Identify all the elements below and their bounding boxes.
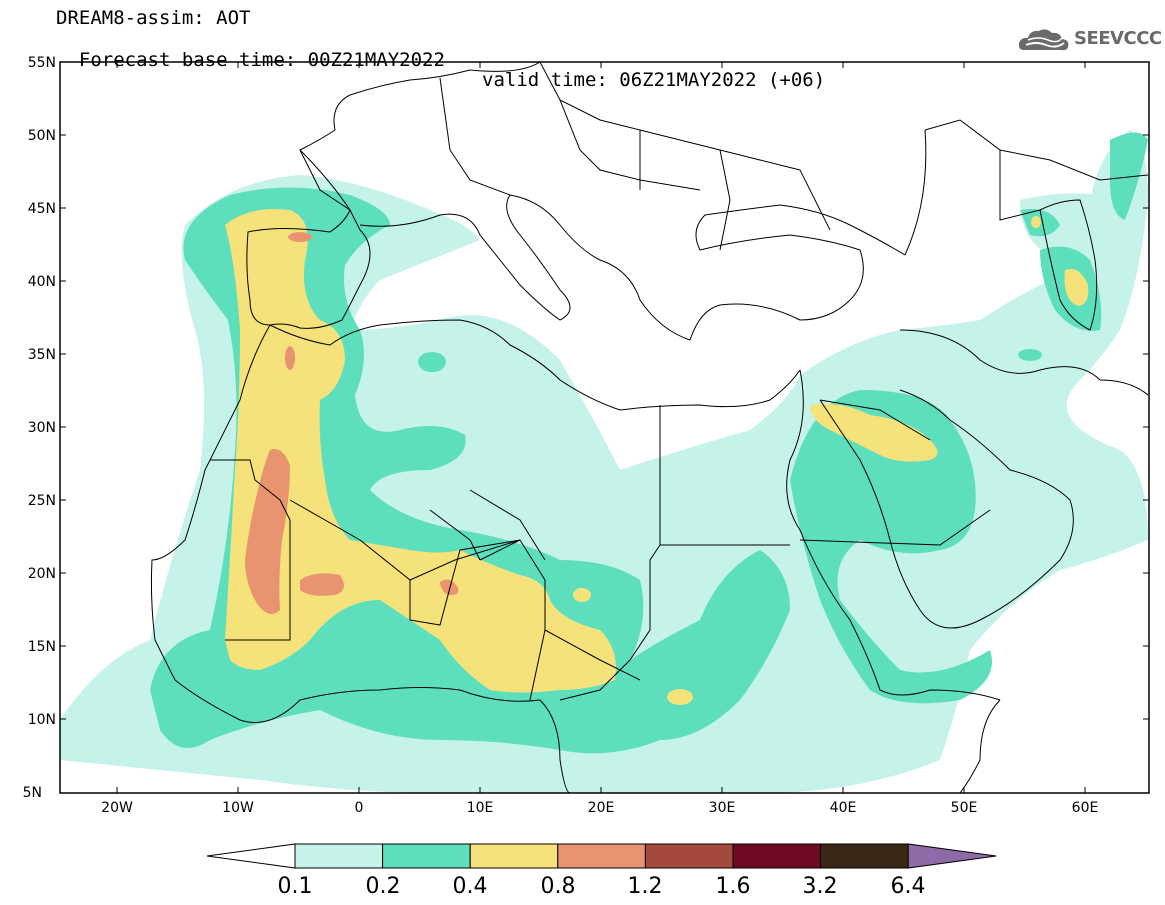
colorbar-label: 6.4 bbox=[891, 874, 926, 899]
colorbar-swatch bbox=[907, 843, 997, 869]
coastlines bbox=[150, 62, 1149, 793]
longitude-labels: 20W 10W 0 10E 20E 30E 40E 50E 60E bbox=[101, 800, 1098, 816]
colorbar-label: 0.8 bbox=[541, 874, 576, 899]
latitude-labels: 55N 50N 45N 40N 35N 30N 25N 20N 15N 10N … bbox=[23, 55, 56, 801]
lat-label: 50N bbox=[28, 128, 56, 144]
colorbar-swatch bbox=[820, 843, 909, 869]
lat-label: 25N bbox=[28, 493, 56, 509]
colorbar-label: 1.2 bbox=[628, 874, 663, 899]
lon-label: 30E bbox=[709, 800, 736, 816]
cloud-logo-icon bbox=[1018, 29, 1069, 51]
longitude-ticks bbox=[116, 62, 1086, 793]
colorbar-label: 3.2 bbox=[803, 874, 838, 899]
lat-label: 40N bbox=[28, 274, 56, 290]
lon-label: 10W bbox=[222, 800, 254, 816]
map-title: DREAM8-assim: AOT bbox=[56, 7, 251, 29]
base-time-label: Forecast base time: 00Z21MAY2022 bbox=[78, 49, 445, 71]
colorbar-label: 1.6 bbox=[716, 874, 751, 899]
colorbar-swatches bbox=[206, 843, 997, 869]
lat-label: 5N bbox=[23, 785, 42, 801]
logo-text: SEEVCCC bbox=[1074, 28, 1162, 49]
colorbar-swatch bbox=[382, 843, 471, 869]
aot-class-0.8-1.2 bbox=[245, 232, 459, 614]
lon-label: 0 bbox=[355, 800, 364, 816]
lat-label: 45N bbox=[28, 201, 56, 217]
colorbar-labels: 0.1 0.2 0.4 0.8 1.2 1.6 3.2 6.4 bbox=[278, 874, 926, 899]
lon-label: 50E bbox=[951, 800, 978, 816]
forecast-times: Forecast base time: 00Z21MAY2022 valid t… bbox=[56, 30, 825, 90]
colorbar-swatch bbox=[206, 843, 296, 869]
lat-label: 35N bbox=[28, 347, 56, 363]
colorbar-swatch bbox=[469, 843, 559, 869]
lon-label: 20E bbox=[588, 800, 615, 816]
lat-label: 15N bbox=[28, 639, 56, 655]
lon-label: 40E bbox=[830, 800, 857, 816]
lat-label: 55N bbox=[28, 55, 56, 71]
seevccc-logo: SEEVCCC bbox=[1016, 24, 1162, 56]
lon-label: 20W bbox=[101, 800, 133, 816]
colorbar-swatch bbox=[294, 843, 384, 869]
lat-label: 30N bbox=[28, 420, 56, 436]
lon-label: 60E bbox=[1072, 800, 1099, 816]
colorbar-swatch bbox=[644, 843, 734, 869]
colorbar-swatch bbox=[732, 843, 822, 869]
colorbar-swatch bbox=[557, 843, 646, 869]
aot-field bbox=[60, 130, 1148, 793]
valid-time-label: valid time: 06Z21MAY2022 (+06) bbox=[482, 69, 826, 91]
lat-label: 20N bbox=[28, 566, 56, 582]
lon-label: 10E bbox=[467, 800, 494, 816]
colorbar-label: 0.1 bbox=[278, 874, 313, 899]
latitude-ticks bbox=[60, 61, 1149, 720]
aot-class-0.4-0.8 bbox=[225, 209, 1089, 705]
colorbar-label: 0.4 bbox=[453, 874, 488, 899]
lat-label: 10N bbox=[28, 712, 56, 728]
colorbar-label: 0.2 bbox=[366, 874, 401, 899]
